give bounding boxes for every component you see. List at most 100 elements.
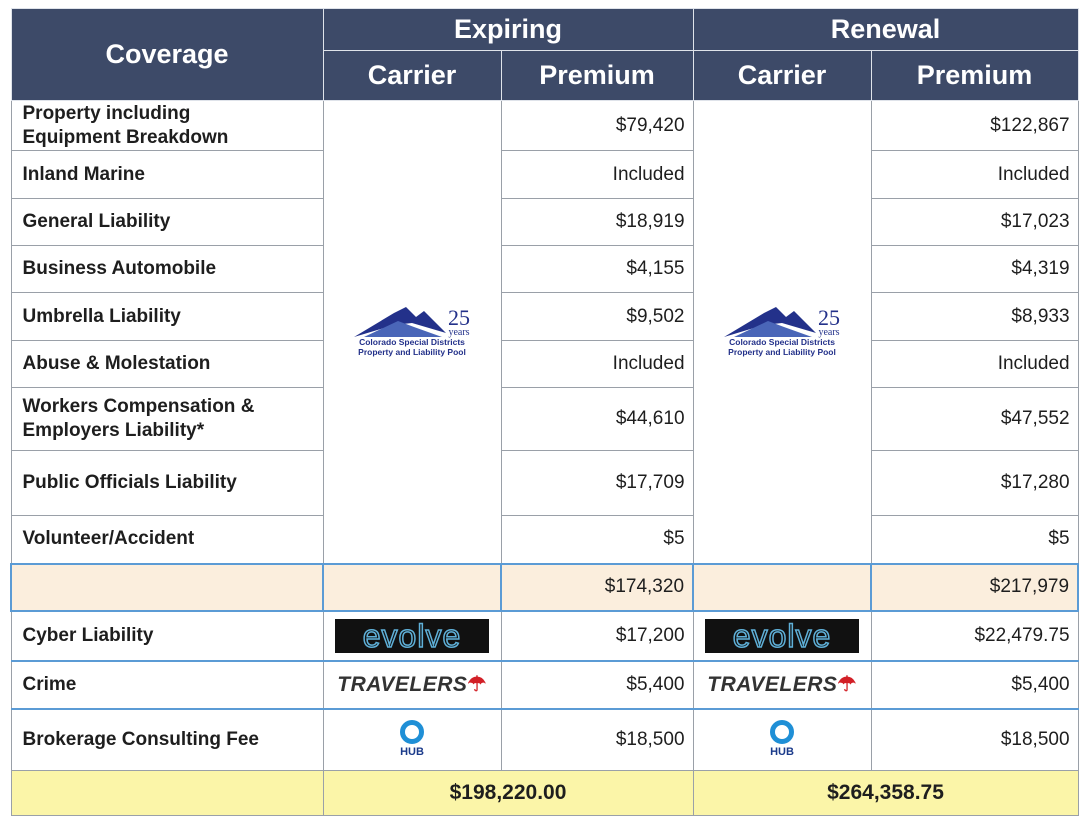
subtotal: $174,320 — [499, 562, 695, 612]
row: Crime TRAVELERS☂ $5,400 TRAVELERS☂ $5,400 — [10, 659, 1079, 709]
coverage-name: Workers Compensation & Employers Liabili… — [10, 387, 324, 451]
carrier-cell: TRAVELERS☂ — [692, 659, 872, 709]
coverage-table: Coverage Expiring Renewal Carrier Premium Car… — [10, 8, 1079, 816]
carrier-cell: evolve — [692, 609, 872, 661]
row: Inland Marine Included Included — [10, 150, 1079, 199]
coverage-name: Umbrella Liability — [10, 292, 324, 341]
premium: Included — [870, 340, 1079, 388]
coverage-name: Business Automobile — [10, 245, 324, 293]
premium: $18,919 — [500, 198, 694, 246]
premium: $122,867 — [870, 100, 1079, 151]
coverage-name: Abuse & Molestation — [10, 340, 324, 388]
hub-logo: HUB — [770, 719, 795, 758]
premium: $17,200 — [500, 609, 694, 661]
header-group: Renewal — [692, 8, 1079, 51]
blank — [322, 562, 502, 612]
coverage-name: Brokerage Consulting Fee — [10, 707, 324, 771]
mountains — [354, 307, 446, 338]
row: Property including Equipment Breakdown 25… — [10, 100, 1079, 564]
coverage-name: Cyber Liability — [10, 609, 324, 661]
row: Brokerage Consulting Fee HUB $18,500 HUB $18… — [10, 707, 1079, 771]
evolve-logo: evolve — [335, 618, 489, 653]
row: Coverage Expiring Renewal — [10, 8, 1079, 101]
page: Coverage Expiring Renewal Carrier Premium Car… — [10, 8, 1079, 816]
anniversary: 25 years — [818, 305, 841, 339]
header-cell: Premium — [500, 50, 694, 101]
premium: $18,500 — [870, 707, 1079, 771]
coverage-name: Crime — [10, 659, 324, 709]
row: Carrier Premium Carrier Premium — [11, 50, 1079, 101]
pool-logo: 25 years Colorado Special Districts Propert… — [724, 303, 840, 357]
travelers-logo: TRAVELERS☂ — [707, 673, 857, 696]
evolve-logo: evolve — [705, 618, 860, 653]
hub-logo: HUB — [400, 719, 424, 758]
total: $198,220.00 — [322, 770, 694, 816]
mountains — [724, 307, 817, 338]
logo-line: Property and Liability Pool — [358, 347, 466, 358]
premium: $5,400 — [870, 659, 1079, 709]
umbrella: ☂ — [837, 673, 857, 696]
premium: Included — [500, 340, 694, 388]
coverage-name: Public Officials Liability — [10, 450, 324, 516]
header-group: Expiring — [322, 8, 694, 51]
hub-ring — [770, 719, 795, 744]
logo-number: 25 — [818, 305, 841, 331]
logo-line: Colorado Special Districts — [359, 337, 465, 348]
premium: $5 — [870, 515, 1079, 564]
coverage-name: Property including Equipment Breakdown — [10, 100, 324, 151]
carrier-cell: 25 years Colorado Special Districts Propert… — [322, 100, 502, 564]
header-cell: Coverage — [10, 8, 324, 101]
premium: $4,155 — [500, 245, 694, 293]
carrier-cell: TRAVELERS☂ — [322, 659, 502, 709]
premium: $17,709 — [500, 450, 694, 516]
coverage-name: Volunteer/Accident — [10, 515, 324, 564]
premium: $47,552 — [870, 387, 1079, 451]
premium: $5,400 — [500, 659, 694, 709]
pool-logo: 25 years Colorado Special Districts Propert… — [354, 303, 470, 357]
premium: $22,479.75 — [870, 609, 1079, 661]
hub-text: HUB — [400, 745, 424, 758]
row: Public Officials Liability $17,709 $17,280 — [10, 450, 1079, 516]
logo-top: 25 years — [724, 303, 841, 339]
premium: $4,319 — [870, 245, 1079, 293]
anniversary: 25 years — [448, 305, 470, 339]
header-cell: Carrier — [692, 50, 872, 101]
premium: $17,280 — [870, 450, 1079, 516]
carrier-cell: evolve — [322, 609, 502, 661]
hub-ring — [400, 719, 424, 744]
row: Abuse & Molestation Included Included — [10, 340, 1079, 388]
hub-text: HUB — [770, 745, 794, 758]
header-cell: Premium — [870, 50, 1079, 101]
header-cell: Carrier — [322, 50, 502, 101]
blank — [10, 770, 324, 816]
logo-line: Property and Liability Pool — [728, 347, 836, 358]
row: $174,320 $217,979 — [10, 562, 1079, 612]
row: Business Automobile $4,155 $4,319 — [10, 245, 1079, 293]
travelers-logo: TRAVELERS☂ — [337, 673, 487, 696]
premium: Included — [870, 150, 1079, 199]
umbrella: ☂ — [467, 673, 487, 696]
blank — [692, 562, 873, 612]
premium: $17,023 — [870, 198, 1079, 246]
logo-years: years — [818, 327, 840, 339]
logo-years: years — [448, 327, 470, 339]
subtotal: $217,979 — [870, 562, 1079, 612]
premium: $9,502 — [500, 292, 694, 341]
row: Cyber Liability evolve $17,200 evolve $22,47… — [10, 609, 1079, 661]
coverage-name: Inland Marine — [10, 150, 324, 199]
logo-line: Colorado Special Districts — [729, 337, 835, 348]
row: Volunteer/Accident $5 $5 — [10, 515, 1079, 564]
blank — [10, 562, 324, 612]
premium: $18,500 — [500, 707, 694, 771]
row: Workers Compensation & Employers Liabili… — [10, 387, 1079, 451]
premium: $44,610 — [500, 387, 694, 451]
premium: $8,933 — [870, 292, 1079, 341]
row: Umbrella Liability $9,502 $8,933 — [10, 292, 1079, 341]
premium: $5 — [500, 515, 694, 564]
premium: $79,420 — [500, 100, 694, 151]
logo-number: 25 — [448, 305, 470, 331]
premium: Included — [500, 150, 694, 199]
carrier-cell: 25 years Colorado Special Districts Propert… — [692, 100, 872, 564]
row: $198,220.00 $264,358.75 — [10, 770, 1079, 816]
carrier-cell: HUB — [322, 707, 502, 771]
